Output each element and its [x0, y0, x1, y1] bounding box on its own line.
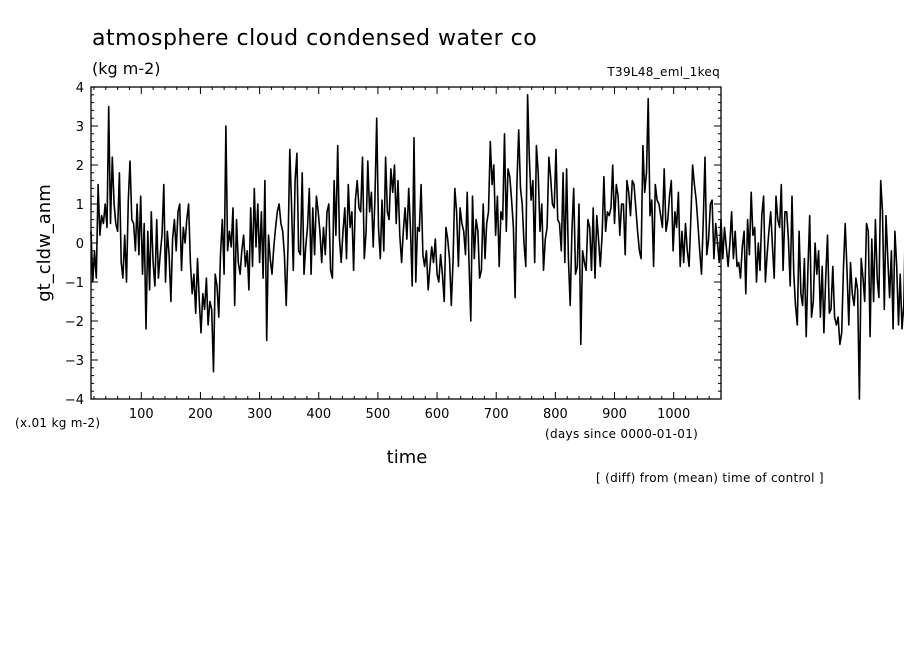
x-tick-label: 400	[306, 407, 331, 422]
x-tick-label: 800	[543, 407, 568, 422]
tick-layer: −4 −3 −2 −1 0 1 2 3 4 100 200 300 400 500 600 700 800 900…	[65, 81, 722, 422]
y-tick-label: −4	[65, 393, 84, 408]
y-tick-label: 1	[76, 198, 84, 213]
y-tick-label: −3	[65, 354, 84, 369]
plot-frame	[90, 86, 722, 400]
series-line	[90, 94, 904, 400]
y-tick-label: −1	[65, 276, 84, 291]
x-tick-label: 500	[365, 407, 390, 422]
x-axis-title: time	[387, 447, 428, 468]
x-tick-label: 700	[484, 407, 509, 422]
y-axis-title: gt_cldw_anm	[34, 184, 55, 302]
chart-caption: [ (diff) from (mean) time of control ]	[596, 471, 824, 485]
experiment-label: T39L48_eml_1keq	[606, 65, 720, 79]
y-tick-label: 2	[76, 159, 84, 174]
x-tick-label: 600	[425, 407, 450, 422]
x-tick-label: 300	[247, 407, 272, 422]
y-unit-note: (x.01 kg m-2)	[15, 416, 100, 430]
y-tick-label: 4	[76, 81, 84, 96]
y-tick-label: 3	[76, 120, 84, 135]
chart-title: atmosphere cloud condensed water co	[92, 26, 537, 51]
x-unit-note: (days since 0000-01-01)	[545, 427, 698, 441]
chart-unit: (kg m-2)	[92, 59, 161, 78]
x-tick-label: 900	[602, 407, 627, 422]
x-tick-label: 200	[188, 407, 213, 422]
y-tick-label: −2	[65, 315, 84, 330]
x-tick-label: 100	[129, 407, 154, 422]
x-tick-label: 1000	[657, 407, 690, 422]
y-tick-label: 0	[76, 237, 84, 252]
